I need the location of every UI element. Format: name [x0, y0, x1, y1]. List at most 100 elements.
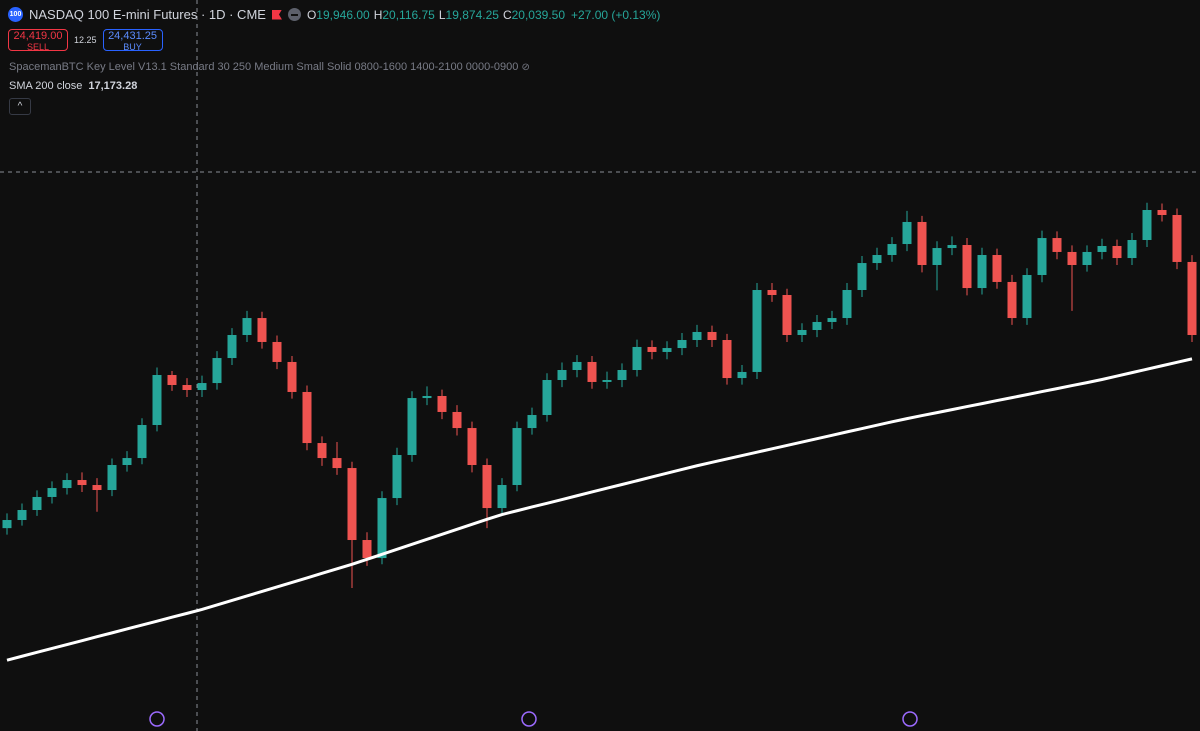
candle-body: [632, 346, 642, 371]
sell-label: SELL: [26, 42, 50, 52]
candle-body: [1037, 238, 1047, 276]
ohlc-value: 20,039.50: [511, 7, 565, 22]
candle-body: [227, 335, 237, 359]
candle-body: [17, 510, 27, 521]
candle-body: [947, 245, 957, 249]
candle-body: [872, 255, 882, 264]
candle-body: [902, 221, 912, 245]
ohlc-label: L: [438, 7, 446, 22]
candle-body: [287, 361, 297, 392]
candle-body: [722, 340, 732, 379]
candle-body: [752, 290, 762, 372]
candle-body: [152, 375, 162, 426]
candle-body: [527, 415, 537, 429]
sma-name: SMA 200 close: [9, 80, 83, 92]
candle-body: [572, 361, 582, 371]
candle-body: [347, 468, 357, 541]
candle-body: [1052, 238, 1062, 252]
candle-body: [377, 498, 387, 559]
flag[interactable]: [271, 9, 282, 20]
candle-body: [812, 321, 822, 331]
buy-label: BUY: [123, 42, 142, 52]
candle-body: [272, 341, 282, 362]
candle-body: [557, 370, 567, 381]
candle-body: [122, 458, 132, 466]
candle-body: [962, 245, 972, 289]
candle-body: [92, 485, 102, 491]
candle-body: [437, 395, 447, 412]
candle-body: [332, 458, 342, 469]
candle-body: [1022, 275, 1032, 319]
candle-body: [257, 318, 267, 342]
sell-button[interactable]: 24,419.00 SELL: [8, 29, 68, 52]
candle-body: [497, 485, 507, 509]
candle-body: [407, 398, 417, 456]
candle-body: [677, 340, 687, 349]
candle-body: [137, 425, 147, 459]
candle-body: [857, 263, 867, 291]
candle-body: [707, 331, 717, 341]
sell-price: 24,419.00: [13, 30, 63, 42]
candle-body: [47, 488, 57, 497]
header: 100 NASDAQ 100 E-mini Futures · 1D · CME…: [8, 7, 660, 22]
collapse-button[interactable]: ^: [9, 98, 31, 115]
ohlc-item: C20,039.50: [503, 8, 565, 22]
event-icon[interactable]: [521, 711, 537, 727]
candle-body: [107, 465, 117, 491]
candle-body: [692, 331, 702, 341]
candle-body: [977, 255, 987, 289]
candle-body: [737, 371, 747, 379]
candle-body: [827, 318, 837, 322]
ohlc-value: 19,946.00: [316, 7, 370, 22]
buy-button[interactable]: 24,431.25 BUY: [102, 29, 163, 52]
symbol-icon: 100: [8, 7, 23, 22]
change: +27.00 (+0.13%): [571, 7, 661, 22]
candle-body: [932, 248, 942, 266]
ohlc-label: O: [306, 7, 317, 22]
candle-body: [317, 443, 327, 459]
plot: [2, 202, 1197, 662]
ohlc-value: 20,116.75: [382, 7, 435, 22]
event-icon[interactable]: [149, 711, 165, 727]
candle-body: [197, 383, 207, 391]
candle-body: [617, 370, 627, 381]
candle-body: [887, 244, 897, 256]
candle-body: [512, 428, 522, 486]
sma-legend[interactable]: SMA 200 close 17,173.28: [9, 80, 137, 92]
candle-body: [302, 391, 312, 444]
candle-body: [1067, 251, 1077, 266]
candle-body: [1127, 240, 1137, 259]
candle-body: [467, 428, 477, 466]
status[interactable]: [287, 8, 301, 21]
ohlc-label: H: [373, 7, 383, 22]
event-icon[interactable]: [902, 711, 918, 727]
candle-body: [182, 385, 192, 391]
indicator-name: SpacemanBTC Key Level V13.1 Standard 30 …: [9, 61, 519, 73]
candle-body: [917, 221, 927, 266]
candle-body: [1082, 251, 1092, 266]
candle-body: [767, 290, 777, 296]
buy-price: 24,431.25: [108, 30, 157, 42]
candle-body: [602, 380, 612, 382]
candle-body: [542, 380, 552, 416]
candle-body: [1157, 210, 1167, 216]
symbol[interactable]: NASDAQ 100 E-mini Futures · 1D · CME: [29, 7, 266, 22]
ohlc: O19,946.00 H20,116.75 L19,874.25 C20,039.50: [307, 8, 565, 22]
ohlc-item: L19,874.25: [439, 8, 499, 22]
indicator-legend[interactable]: SpacemanBTC Key Level V13.1 Standard 30 …: [9, 61, 530, 73]
candle-body: [1142, 210, 1152, 241]
sma-line: [6, 357, 1193, 662]
candle-body: [1097, 245, 1107, 252]
ohlc-item: O19,946.00: [307, 8, 370, 22]
hide-icon[interactable]: ⊘: [521, 62, 530, 73]
event-icons: [149, 711, 918, 727]
candle-body: [1187, 261, 1197, 336]
candle-body: [2, 520, 12, 529]
candle-body: [992, 255, 1002, 282]
ohlc-item: H20,116.75: [374, 8, 435, 22]
trade-panel: 24,419.00 SELL 12.25 24,431.25 BUY: [8, 29, 163, 52]
spread: 12.25: [74, 35, 97, 45]
candle-body: [212, 358, 222, 384]
candle-body: [62, 480, 72, 489]
